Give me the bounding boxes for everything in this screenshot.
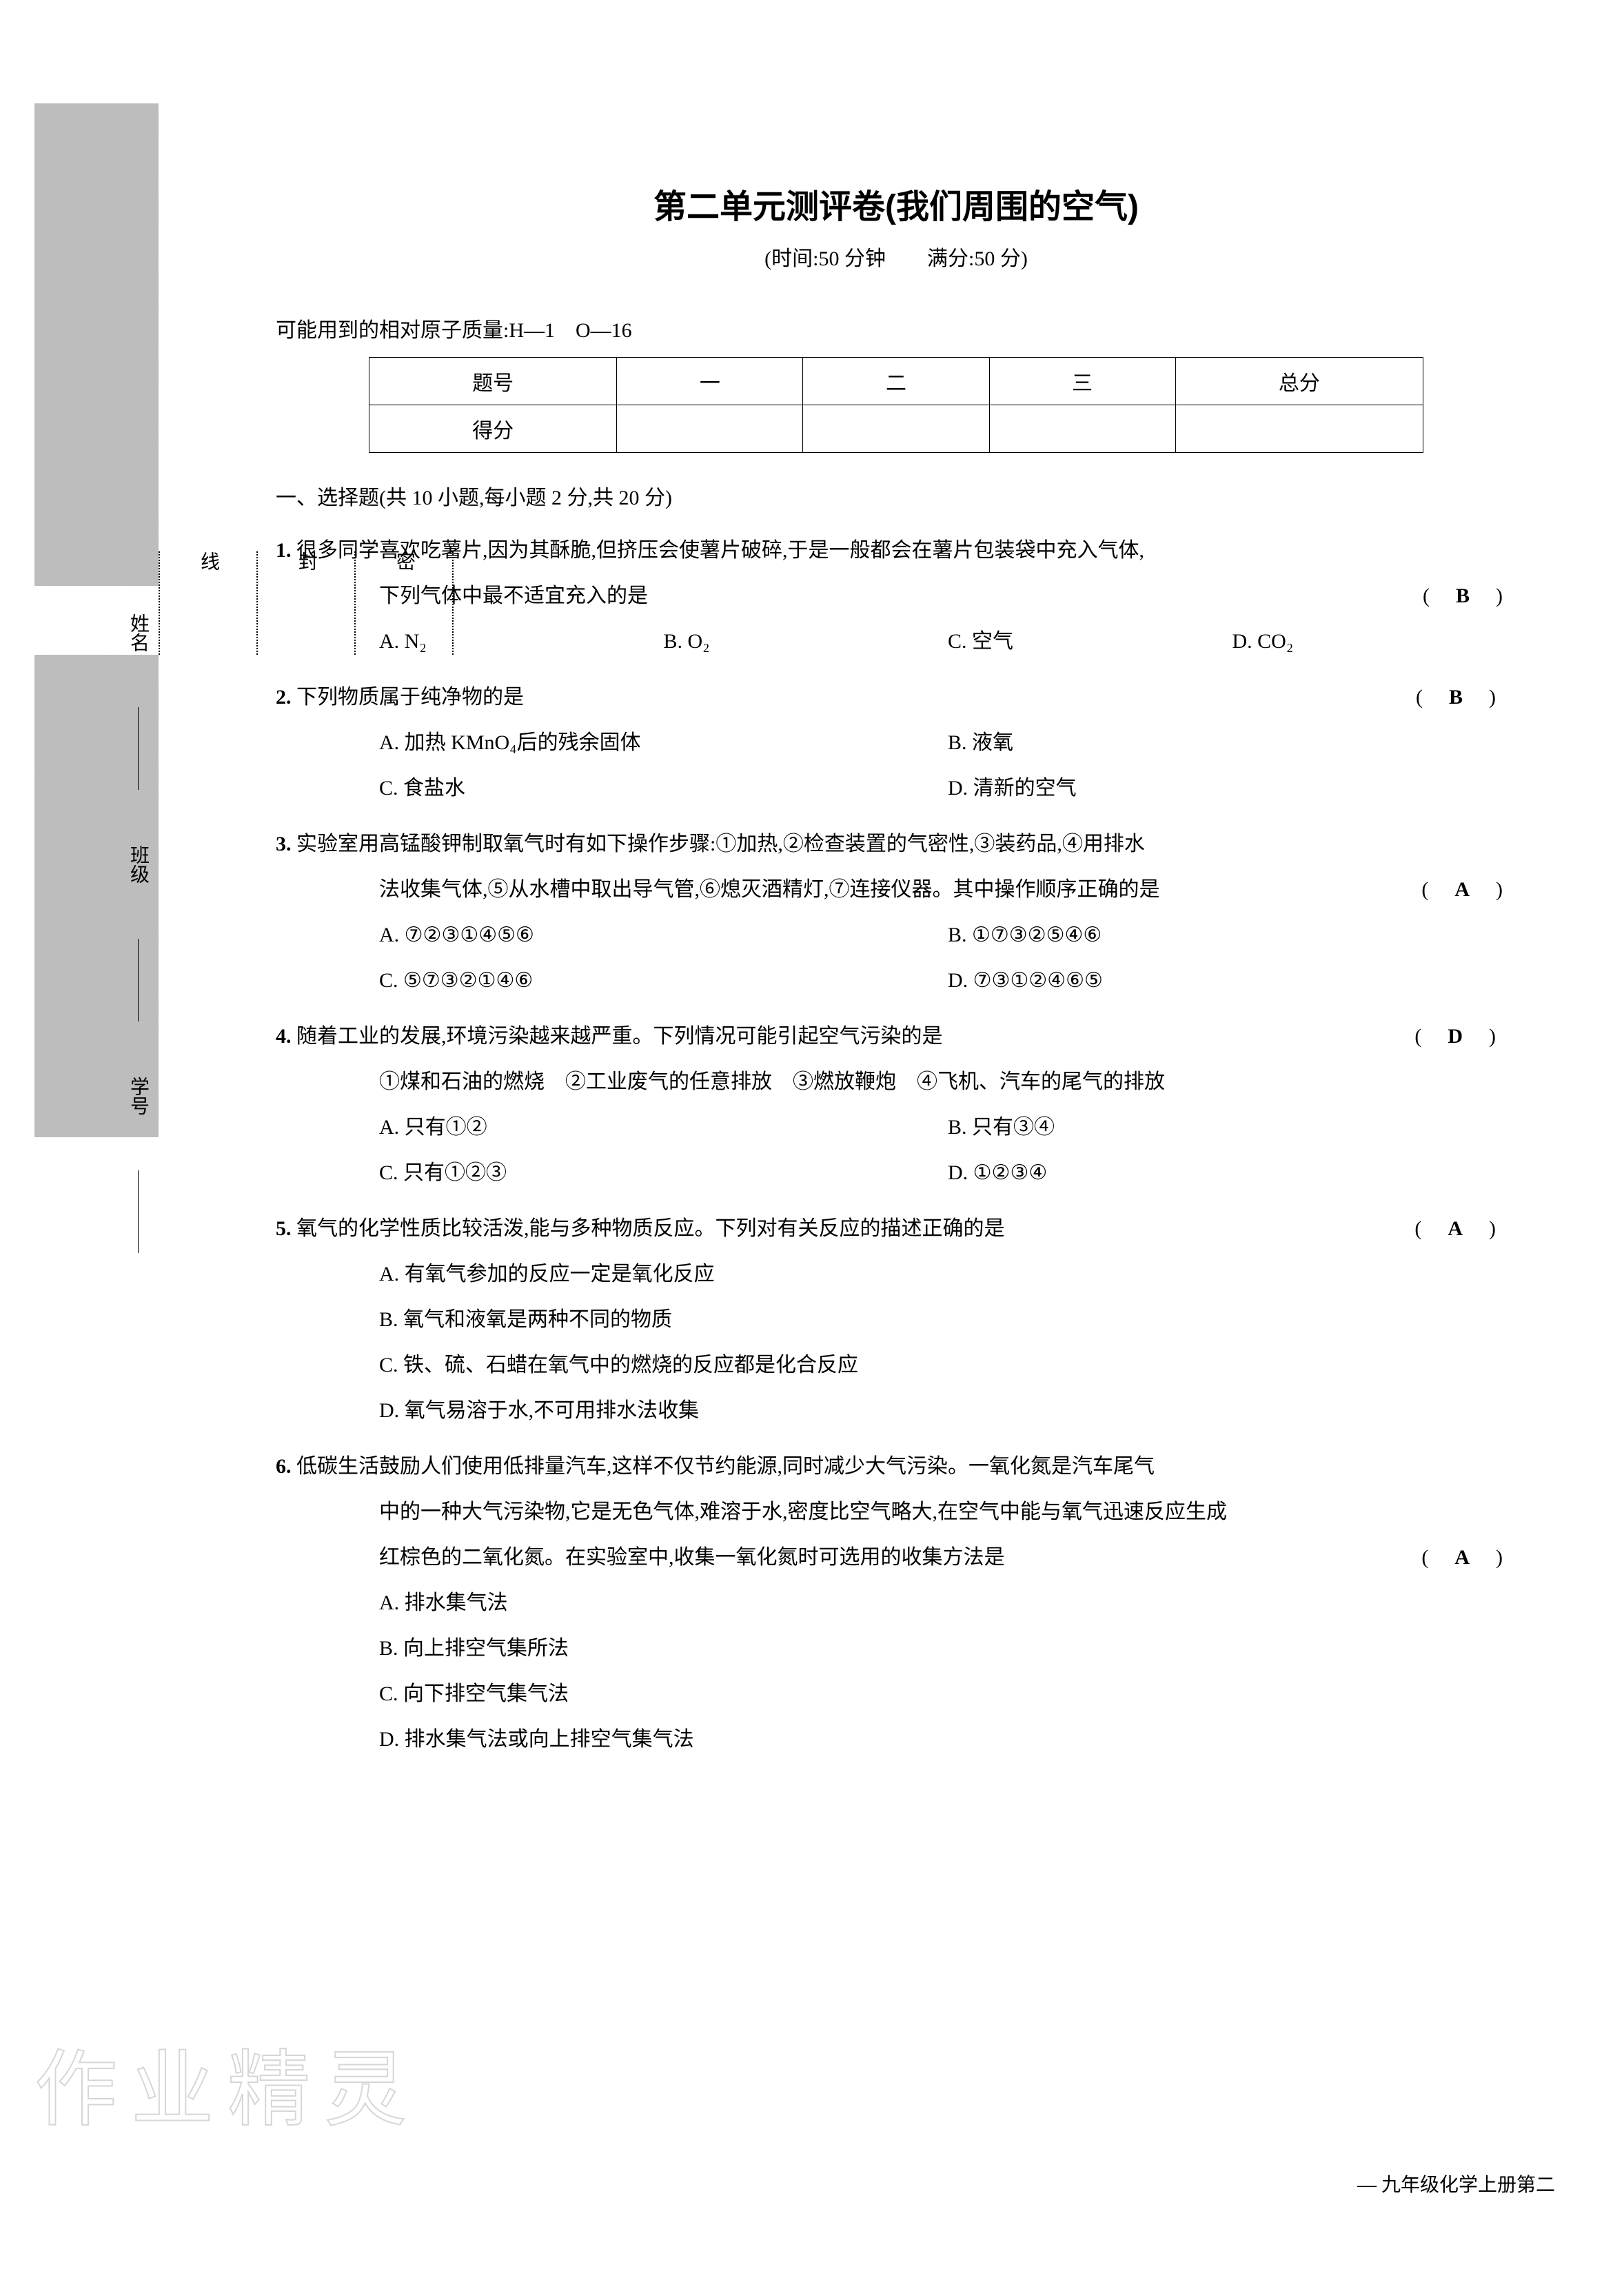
table-row: 题号 一 二 三 总分	[369, 358, 1423, 405]
option-item: B. 氧气和液氧是两种不同的物质	[379, 1297, 1516, 1343]
option-item: D. 清新的空气	[948, 766, 1516, 811]
td-blank[interactable]	[1175, 405, 1423, 453]
options-row: A. 加热 KMnO₄后的残余固体B. 液氧C. 食盐水D. 清新的空气	[310, 720, 1516, 811]
td-label: 得分	[369, 405, 617, 453]
subtitle: (时间:50 分钟 满分:50 分)	[276, 241, 1516, 272]
th-col1: 一	[617, 358, 803, 405]
option-item: A. ⑦②③①④⑤⑥	[379, 913, 948, 958]
question: 4. 随着工业的发展,环境污染越来越严重。下列情况可能引起空气污染的是 ( D )…	[276, 1014, 1516, 1196]
option-item: B. 向上排空气集所法	[379, 1626, 1516, 1671]
page-title: 第二单元测评卷(我们周围的空气)	[276, 179, 1516, 227]
binding-margin	[34, 103, 172, 2033]
question: 5. 氧气的化学性质比较活泼,能与多种物质反应。下列对有关反应的描述正确的是 ( …	[276, 1206, 1516, 1434]
question: 6. 低碳生活鼓励人们使用低排量汽车,这样不仅节约能源,同时减少大气污染。一氧化…	[276, 1444, 1516, 1762]
question-number: 1.	[276, 539, 296, 562]
answer-paren: ( A )	[1421, 1535, 1503, 1580]
options-row: A. 只有①②B. 只有③④C. 只有①②③D. ①②③④	[310, 1105, 1516, 1196]
question: 2. 下列物质属于纯净物的是( B )A. 加热 KMnO₄后的残余固体B. 液…	[276, 675, 1516, 811]
info-number: 学号	[124, 1077, 152, 1115]
question-number: 6.	[276, 1455, 296, 1478]
option-item: C. ⑤⑦③②①④⑥	[379, 958, 948, 1004]
options-row: A. ⑦②③①④⑤⑥B. ①⑦③②⑤④⑥C. ⑤⑦③②①④⑥D. ⑦③①②④⑥⑤	[310, 913, 1516, 1004]
score-table: 题号 一 二 三 总分 得分	[369, 357, 1423, 453]
question-line2: 法收集气体,⑤从水槽中取出导气管,⑥熄灭酒精灯,⑦连接仪器。其中操作顺序正确的是…	[310, 867, 1516, 913]
info-class: 班级	[124, 845, 152, 884]
answer-paren: ( A )	[1421, 867, 1503, 913]
question: 1. 很多同学喜欢吃薯片,因为其酥脆,但挤压会使薯片破碎,于是一般都会在薯片包装…	[276, 528, 1516, 664]
question-text: 很多同学喜欢吃薯片,因为其酥脆,但挤压会使薯片破碎,于是一般都会在薯片包装袋中充…	[296, 539, 1144, 562]
question-text: 氧气的化学性质比较活泼,能与多种物质反应。下列对有关反应的描述正确的是	[296, 1217, 1005, 1240]
noise-block-top	[34, 103, 159, 586]
info-name: 姓名	[124, 613, 152, 652]
th-label: 题号	[369, 358, 617, 405]
th-total: 总分	[1175, 358, 1423, 405]
option-item: D. 排水集气法或向上排空气集气法	[379, 1717, 1516, 1762]
question-line2: 中的一种大气污染物,它是无色气体,难溶于水,密度比空气略大,在空气中能与氧气迅速…	[310, 1489, 1516, 1535]
question-text: 低碳生活鼓励人们使用低排量汽车,这样不仅节约能源,同时减少大气污染。一氧化氮是汽…	[296, 1455, 1155, 1478]
option-item: C. 向下排空气集气法	[379, 1671, 1516, 1717]
question-subtext: ①煤和石油的燃烧 ②工业废气的任意排放 ③燃放鞭炮 ④飞机、汽车的尾气的排放	[310, 1059, 1516, 1105]
table-row: 得分	[369, 405, 1423, 453]
option-item: C. 空气	[948, 619, 1232, 664]
answer-paren: ( D )	[1449, 1014, 1503, 1059]
answer-paren: ( B )	[1450, 675, 1503, 720]
option-item: B. O₂	[664, 619, 948, 664]
option-item: A. 加热 KMnO₄后的残余固体	[379, 720, 948, 766]
question: 3. 实验室用高锰酸钾制取氧气时有如下操作步骤:①加热,②检查装置的气密性,③装…	[276, 822, 1516, 1004]
td-blank[interactable]	[617, 405, 803, 453]
options-row: A. N₂B. O₂C. 空气D. CO₂	[310, 619, 1516, 664]
question-line3: 红棕色的二氧化氮。在实验室中,收集一氧化氮时可选用的收集方法是( A )	[310, 1535, 1516, 1580]
question-text: 实验室用高锰酸钾制取氧气时有如下操作步骤:①加热,②检查装置的气密性,③装药品,…	[296, 833, 1145, 855]
option-item: D. ⑦③①②④⑥⑤	[948, 958, 1516, 1004]
option-item: C. 食盐水	[379, 766, 948, 811]
option-item: B. ①⑦③②⑤④⑥	[948, 913, 1516, 958]
option-item: D. ①②③④	[948, 1150, 1516, 1196]
questions-container: 1. 很多同学喜欢吃薯片,因为其酥脆,但挤压会使薯片破碎,于是一般都会在薯片包装…	[276, 528, 1516, 1762]
options-row: A. 排水集气法B. 向上排空气集所法C. 向下排空气集气法D. 排水集气法或向…	[310, 1580, 1516, 1762]
question-number: 2.	[276, 686, 296, 709]
th-col3: 三	[989, 358, 1175, 405]
option-item: A. 排水集气法	[379, 1580, 1516, 1626]
td-blank[interactable]	[803, 405, 989, 453]
question-number: 3.	[276, 833, 296, 855]
option-item: C. 铁、硫、石蜡在氧气中的燃烧的反应都是化合反应	[379, 1343, 1516, 1388]
answer-paren: ( A )	[1449, 1206, 1503, 1252]
options-row: A. 有氧气参加的反应一定是氧化反应B. 氧气和液氧是两种不同的物质C. 铁、硫…	[310, 1252, 1516, 1434]
question-line2: 下列气体中最不适宜充入的是( B )	[310, 573, 1516, 619]
page-footer: — 九年级化学上册第二	[1357, 2170, 1555, 2197]
question-text: 随着工业的发展,环境污染越来越严重。下列情况可能引起空气污染的是	[296, 1025, 943, 1048]
question-text: 下列物质属于纯净物的是	[296, 686, 524, 709]
option-item: B. 只有③④	[948, 1105, 1516, 1150]
seal-label-3: 线	[194, 551, 222, 1516]
watermark: 作业精灵	[34, 2022, 420, 2142]
td-blank[interactable]	[989, 405, 1175, 453]
option-item: B. 液氧	[948, 720, 1516, 766]
option-item: D. CO₂	[1232, 619, 1517, 664]
option-item: A. 有氧气参加的反应一定是氧化反应	[379, 1252, 1516, 1297]
student-info-column: 姓名 班级 学号	[124, 586, 152, 1482]
question-number: 4.	[276, 1025, 296, 1048]
atomic-mass-note: 可能用到的相对原子质量:H—1 O—16	[276, 313, 1516, 343]
main-content: 第二单元测评卷(我们周围的空气) (时间:50 分钟 满分:50 分) 可能用到…	[276, 179, 1516, 1762]
answer-paren: ( B )	[1423, 573, 1503, 619]
option-item: A. 只有①②	[379, 1105, 948, 1150]
section-header: 一、选择题(共 10 小题,每小题 2 分,共 20 分)	[276, 480, 1516, 511]
option-item: A. N₂	[379, 619, 664, 664]
th-col2: 二	[803, 358, 989, 405]
question-number: 5.	[276, 1217, 296, 1240]
option-item: D. 氧气易溶于水,不可用排水法收集	[379, 1388, 1516, 1434]
option-item: C. 只有①②③	[379, 1150, 948, 1196]
